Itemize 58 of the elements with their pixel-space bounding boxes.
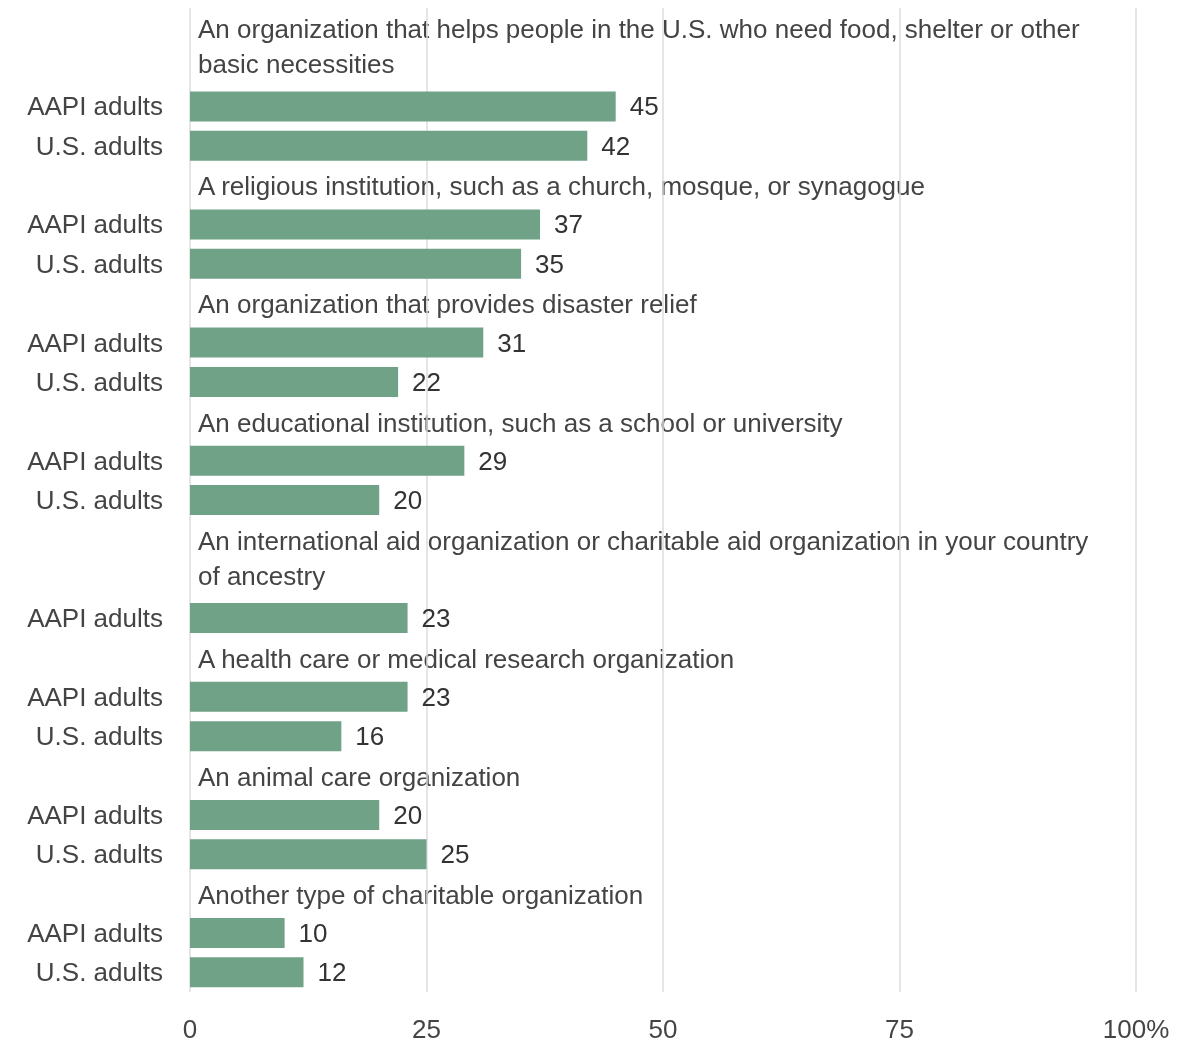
data-label: 45 <box>629 91 659 122</box>
data-label: 37 <box>554 209 583 240</box>
y-tick-label: U.S. adults <box>35 130 163 161</box>
data-label: 31 <box>497 327 527 358</box>
data-label: 25 <box>440 839 470 870</box>
bar <box>190 445 465 476</box>
bar <box>190 130 588 161</box>
bar <box>190 327 484 358</box>
x-tick-label: 75 <box>885 1014 914 1042</box>
bar <box>190 799 380 830</box>
y-tick-label: AAPI adults <box>27 209 163 240</box>
bar <box>190 91 616 122</box>
y-tick-label: U.S. adults <box>35 366 163 397</box>
y-tick-label: U.S. adults <box>35 839 163 870</box>
data-label: 23 <box>421 603 451 634</box>
x-tick-label: 100% <box>1102 1014 1170 1042</box>
y-tick-label: AAPI adults <box>27 603 163 634</box>
bar <box>190 681 408 712</box>
bar <box>190 839 427 870</box>
annotation: An organization that provides disaster relief <box>198 289 698 320</box>
data-label: 12 <box>317 957 347 988</box>
annotation: An international aid organization or charitable aid organization in your country of ancestry <box>198 525 1096 591</box>
y-tick-label: AAPI adults <box>27 91 163 122</box>
data-label: 20 <box>393 799 423 830</box>
data-label: 35 <box>535 248 565 279</box>
bar <box>190 485 380 515</box>
y-tick-label: AAPI adults <box>27 445 163 476</box>
data-label: 29 <box>478 445 508 476</box>
y-tick-label: U.S. adults <box>35 485 163 515</box>
y-tick-label: AAPI adults <box>27 327 163 358</box>
annotation: An educational institution, such as a school or university <box>198 407 843 438</box>
y-tick-label: AAPI adults <box>27 917 163 948</box>
x-tick-label: 50 <box>648 1014 678 1042</box>
y-tick-label: U.S. adults <box>35 957 163 988</box>
y-tick-label: U.S. adults <box>35 721 163 752</box>
annotation: An organization that helps people in the U.S. who need food, shelter or other basic necessities <box>198 13 1087 79</box>
x-tick-label: 25 <box>412 1014 441 1042</box>
data-label: 20 <box>393 485 423 515</box>
bar <box>190 917 285 948</box>
x-tick-label: 0 <box>182 1014 198 1042</box>
y-tick-label: U.S. adults <box>35 248 163 279</box>
data-label: 22 <box>412 366 442 397</box>
data-label: 23 <box>421 681 451 712</box>
annotation: Another type of charitable organization <box>198 880 644 911</box>
bar <box>190 209 541 240</box>
annotation: A health care or medical research organization <box>198 643 735 674</box>
bar <box>190 248 522 279</box>
data-label: 42 <box>601 130 631 161</box>
bar <box>190 721 342 752</box>
data-label: 16 <box>355 721 385 752</box>
data-label: 10 <box>298 917 328 948</box>
annotation: An animal care organization <box>198 762 521 793</box>
bar <box>190 957 304 988</box>
y-tick-label: AAPI adults <box>27 799 163 830</box>
bar <box>190 603 408 634</box>
annotation: A religious institution, such as a church, mosque, or synagogue <box>198 171 925 202</box>
y-tick-label: AAPI adults <box>27 681 163 712</box>
bar <box>190 366 399 397</box>
